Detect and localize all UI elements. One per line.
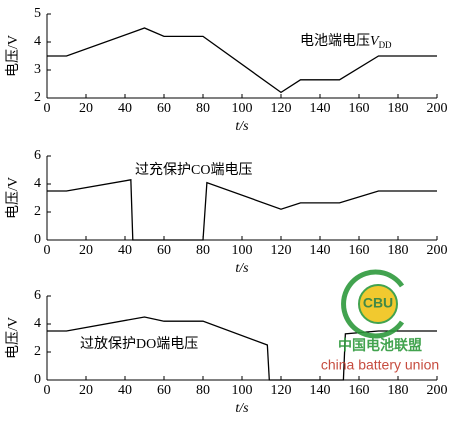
x-tick-label: 200 — [427, 383, 448, 398]
x-tick-label: 20 — [79, 383, 93, 398]
annotation: 过充保护CO端电压 — [135, 162, 252, 178]
x-tick-label: 180 — [388, 383, 409, 398]
annotation-text: 过放保护DO端电压 — [80, 336, 198, 352]
x-axis-label: t/s — [235, 261, 249, 276]
y-tick-label: 6 — [34, 148, 41, 163]
x-tick-label: 20 — [79, 101, 93, 116]
x-tick-label: 60 — [157, 101, 171, 116]
annotation-subscript: DD — [379, 40, 392, 50]
x-tick-label: 160 — [349, 383, 370, 398]
x-tick-label: 40 — [118, 243, 132, 258]
x-tick-label: 60 — [157, 383, 171, 398]
x-tick-label: 40 — [118, 383, 132, 398]
x-tick-label: 40 — [118, 101, 132, 116]
y-tick-label: 2 — [34, 204, 41, 219]
y-tick-label: 0 — [34, 372, 41, 387]
x-tick-label: 140 — [310, 383, 331, 398]
x-tick-label: 100 — [232, 243, 253, 258]
x-tick-label: 140 — [310, 101, 331, 116]
x-tick-label: 0 — [44, 101, 51, 116]
line — [47, 316, 437, 381]
y-tick-label: 4 — [34, 316, 41, 331]
annotation-symbol: V — [370, 34, 380, 49]
x-tick-label: 60 — [157, 243, 171, 258]
x-tick-label: 0 — [44, 243, 51, 258]
x-tick-label: 80 — [196, 383, 210, 398]
logo-badge-text: CBU — [363, 295, 393, 311]
y-tick-label: 4 — [34, 34, 41, 49]
x-tick-label: 180 — [388, 101, 409, 116]
line — [47, 179, 437, 241]
x-tick-label: 180 — [388, 243, 409, 258]
y-tick-label: 3 — [34, 62, 41, 77]
y-axis-label: 电压/V — [5, 177, 21, 219]
x-axis-label: t/s — [235, 401, 249, 416]
x-tick-label: 120 — [271, 243, 292, 258]
x-tick-label: 160 — [349, 101, 370, 116]
x-tick-label: 120 — [271, 101, 292, 116]
x-tick-label: 80 — [196, 101, 210, 116]
x-tick-label: 200 — [427, 243, 448, 258]
x-tick-label: 100 — [232, 383, 253, 398]
logo-badge — [358, 284, 398, 324]
y-tick-label: 0 — [34, 232, 41, 247]
y-tick-label: 5 — [34, 6, 41, 21]
line — [47, 27, 437, 94]
y-axis-label: 电压/V — [5, 317, 21, 359]
logo-subtitle: china battery union — [321, 357, 439, 373]
y-tick-label: 2 — [34, 344, 41, 359]
y-tick-label: 4 — [34, 176, 41, 191]
watermark: CBU 中国电池联盟 china battery union — [321, 269, 439, 373]
x-tick-label: 100 — [232, 101, 253, 116]
x-tick-label: 200 — [427, 101, 448, 116]
x-tick-label: 140 — [310, 243, 331, 258]
y-tick-label: 6 — [34, 288, 41, 303]
logo-ring — [341, 269, 405, 339]
x-tick-label: 160 — [349, 243, 370, 258]
annotation: 过放保护DO端电压 — [80, 336, 198, 352]
annotation-text: 过充保护CO端电压 — [135, 162, 252, 178]
logo-name: 中国电池联盟 — [338, 337, 422, 354]
x-tick-label: 0 — [44, 383, 51, 398]
x-tick-label: 20 — [79, 243, 93, 258]
annotation-text: 电池端电压 — [300, 33, 370, 49]
x-axis-label: t/s — [235, 119, 249, 134]
y-axis-label: 电压/V — [5, 35, 21, 77]
y-tick-label: 2 — [34, 90, 41, 105]
annotation: 电池端电压VDD — [300, 33, 392, 50]
x-tick-label: 120 — [271, 383, 292, 398]
x-tick-label: 80 — [196, 243, 210, 258]
